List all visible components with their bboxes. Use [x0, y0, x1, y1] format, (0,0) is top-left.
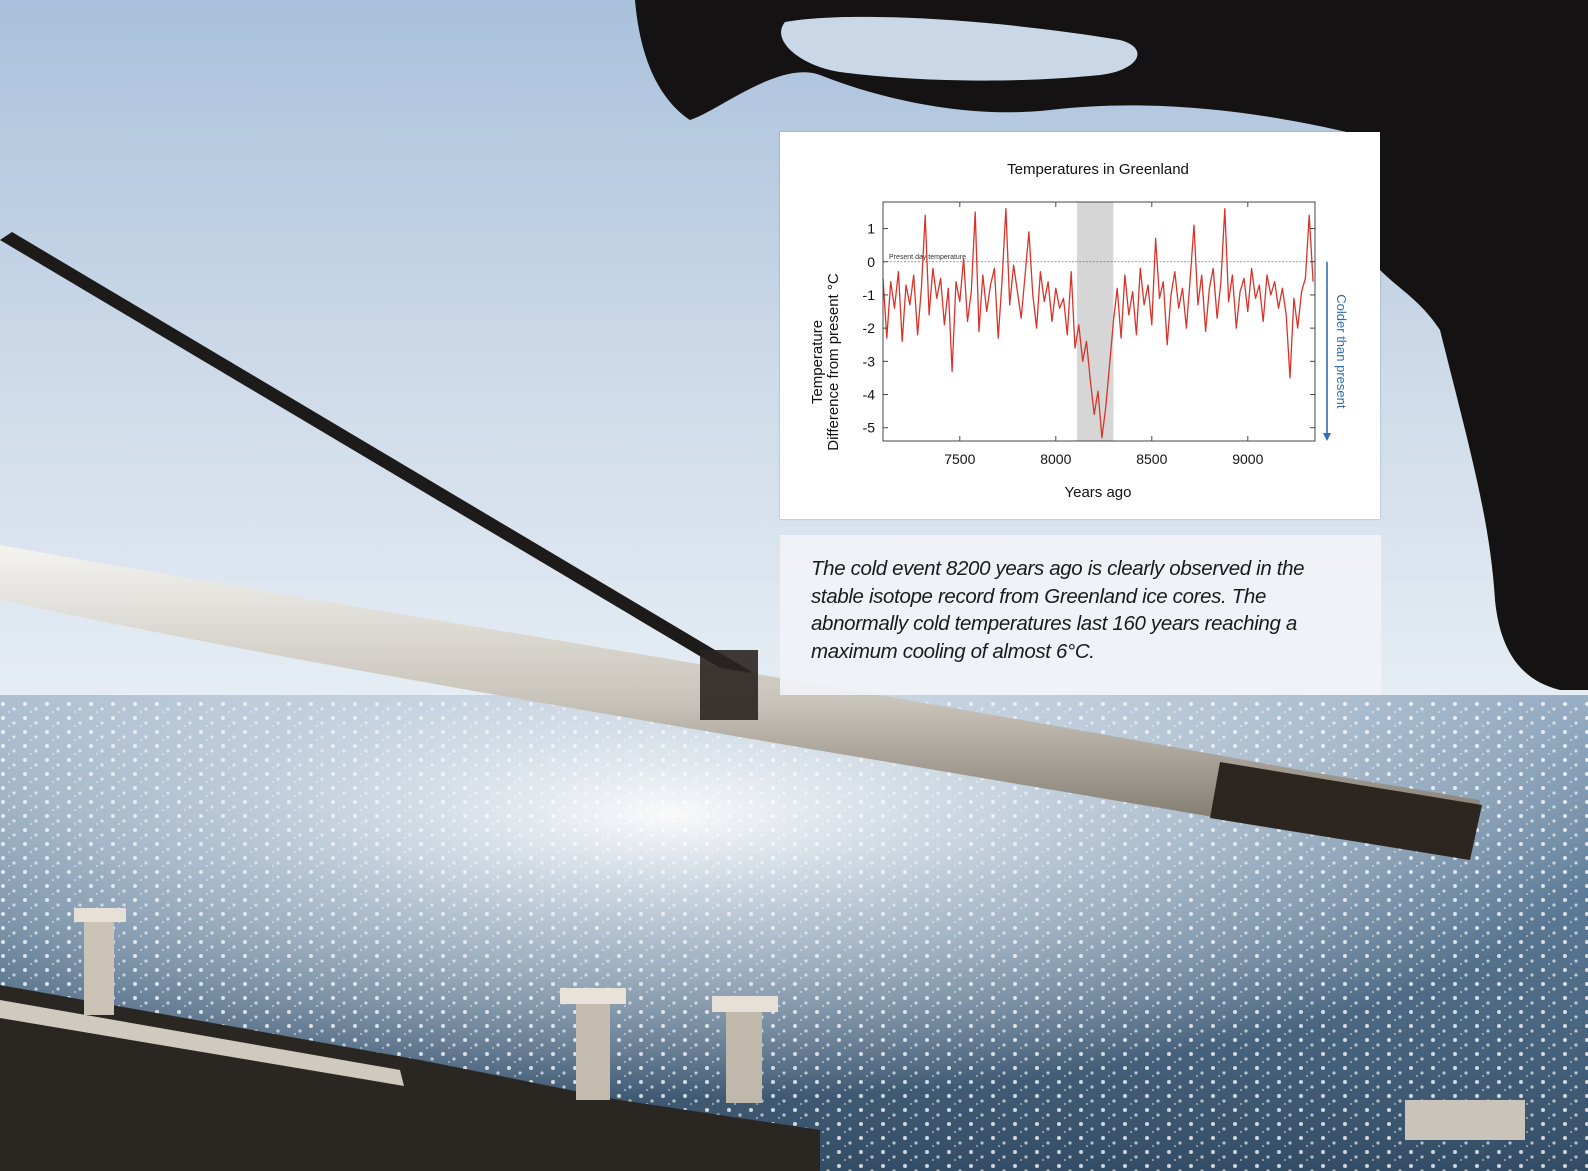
silhouette-gap — [781, 16, 1138, 81]
reference-line-label: Present day temperature — [889, 254, 966, 261]
y-tick-label: -1 — [863, 287, 876, 303]
series-line-0 — [882, 207, 1314, 439]
chart-title: Temperatures in Greenland — [1007, 161, 1189, 178]
rope — [0, 232, 752, 680]
bollard-left — [84, 915, 114, 1015]
deck-edge — [0, 1000, 404, 1086]
y-tick-label: -3 — [863, 353, 876, 369]
y-axis-label-line2: Difference from present °C — [825, 273, 842, 451]
y-tick-label: -2 — [863, 320, 876, 336]
bollard-mid-cap — [560, 988, 626, 1004]
bollard-mid — [576, 995, 610, 1100]
plot-frame — [882, 201, 1316, 442]
y-tick-label: -4 — [863, 387, 876, 403]
temperature-chart: Present day temperature 1 0 -1 -2 -3 -4 -5 750… — [809, 161, 1349, 501]
chart-caption: The cold event 8200 years ago is clearly… — [811, 557, 1305, 663]
colder-than-present-label: Colder than present — [1334, 294, 1349, 409]
y-ticks: 1 0 -1 -2 -3 -4 -5 — [863, 221, 1315, 436]
caption-box: The cold event 8200 years ago is clearly… — [780, 535, 1381, 695]
series-group — [882, 207, 1314, 439]
x-tick-label: 9000 — [1232, 451, 1263, 467]
deck-rail — [0, 985, 820, 1171]
x-tick-label: 7500 — [944, 451, 975, 467]
y-tick-label: -5 — [863, 420, 876, 436]
x-axis-label: Years ago — [1064, 484, 1131, 501]
y-tick-label: 0 — [867, 254, 875, 270]
x-tick-label: 8500 — [1136, 451, 1167, 467]
bollard-right-cap — [712, 996, 778, 1012]
colder-arrow-head — [1323, 433, 1331, 441]
y-axis-label-line1: Temperature — [809, 320, 826, 404]
chart-card: Present day temperature 1 0 -1 -2 -3 -4 -5 750… — [780, 132, 1380, 519]
rope-clamp — [700, 650, 758, 720]
x-tick-label: 8000 — [1040, 451, 1071, 467]
y-tick-label: 1 — [867, 221, 875, 237]
bollard-far — [1405, 1100, 1525, 1140]
dark-silhouette — [635, 0, 1588, 690]
bollard-right — [726, 1003, 762, 1103]
bollard-left-cap — [74, 908, 126, 922]
cold-event-highlight — [1076, 202, 1114, 441]
pole-end — [1210, 762, 1482, 860]
x-ticks: 7500 8000 8500 9000 — [944, 202, 1264, 467]
